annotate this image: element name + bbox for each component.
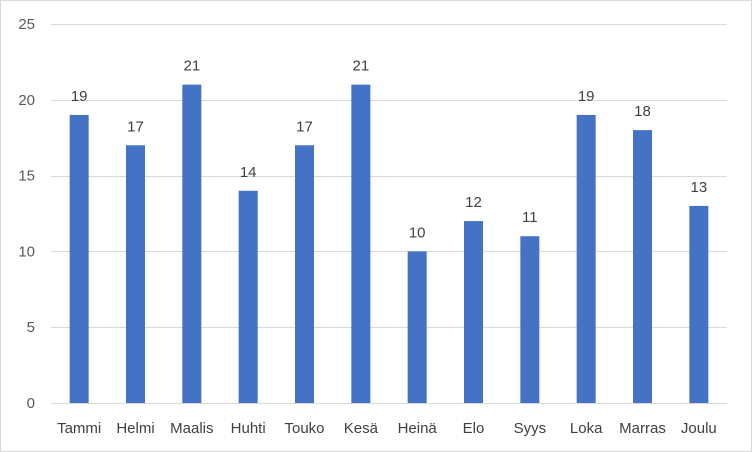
data-label: 19 [71,88,88,105]
y-tick-label: 15 [18,168,35,185]
bar-Helmi [126,145,145,403]
data-label: 21 [352,58,369,75]
x-tick-label: Syys [514,420,547,437]
bar-Huhti [238,190,258,403]
data-label: 19 [578,88,595,105]
x-tick-label: Loka [570,420,603,437]
x-tick-label: Tammi [57,420,101,437]
x-tick-label: Joulu [681,420,717,437]
data-label: 18 [634,103,651,120]
data-label: 13 [690,179,707,196]
data-label: 21 [183,58,200,75]
y-tick-label: 25 [18,16,35,33]
y-tick-label: 0 [27,395,35,412]
x-tick-label: Elo [463,420,485,437]
data-label: 17 [127,118,144,135]
data-label: 12 [465,194,482,211]
bar-Kesä [351,84,371,403]
x-tick-label: Heinä [398,420,438,437]
data-label: 11 [522,209,538,226]
bar-Maalis [182,84,202,403]
x-tick-label: Touko [284,420,324,437]
x-tick-label: Helmi [116,420,154,437]
bar-Marras [633,130,652,403]
x-tick-label: Huhti [231,420,266,437]
data-label: 17 [296,118,313,135]
y-tick-label: 5 [27,319,35,336]
x-tick-label: Marras [619,420,666,437]
y-tick-label: 20 [18,92,35,109]
bar-Syys [520,236,540,403]
x-tick-label: Kesä [344,420,379,437]
y-tick-label: 10 [18,243,35,260]
data-label: 10 [409,224,426,241]
bar-Joulu [689,205,709,403]
bar-Tammi [69,114,89,404]
x-tick-label: Maalis [170,420,213,437]
bar-Elo [464,221,483,403]
bar-Touko [295,145,314,403]
bar-Heinä [407,251,427,403]
bar-Loka [576,114,596,404]
data-label: 14 [240,164,257,181]
